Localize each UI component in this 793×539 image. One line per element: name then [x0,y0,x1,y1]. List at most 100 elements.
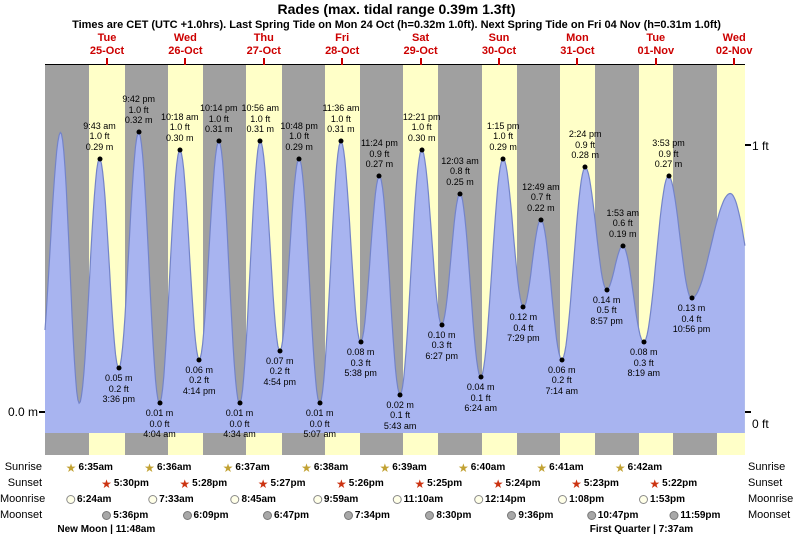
sunrise-star: ★ [144,460,155,475]
astro-moonset-entry: 10:47pm [586,509,638,522]
moonset-row-label-right: Moonset [748,509,791,521]
tide-extreme-marker [237,400,242,406]
day-label: Tue 25-Oct [89,32,125,57]
high-tide-label: 11:36 am 1.0 ft 0.31 m [322,103,360,135]
high-tide-label: 11:24 pm 0.9 ft 0.27 m [360,138,398,169]
day-label: Sat 29-Oct [403,32,438,57]
sunrise-row-label-right: Sunrise [748,461,786,473]
sunrise-star: ★ [379,460,391,475]
moonrise-circle [558,495,568,504]
astro-sunrise-entry: ★ 6:38am [301,461,348,474]
day-tick-mark [654,58,657,65]
tide-extreme-marker [277,348,283,354]
tide-extreme-marker [358,339,364,345]
sunset-star: ★ [257,476,269,491]
astro-sunset-entry: ★ 5:30pm [101,477,149,490]
astro-sunset-entry: ★ 5:24pm [493,477,541,490]
day-label: Wed 26-Oct [168,32,203,57]
astro-time-value: 6:39am [392,462,427,473]
astro-time-value: 9:59am [323,494,359,505]
tide-extreme-marker [538,217,544,223]
astro-time-value: 5:28pm [192,478,228,489]
astro-sunset-entry: ★ 5:23pm [571,477,619,490]
day-label: Thu 27-Oct [246,32,281,57]
tide-extreme-marker [582,164,588,170]
day-label: Mon 31-Oct [560,32,595,57]
low-tide-label: 0.02 m 0.1 ft 5:43 am [383,399,417,431]
high-tide-label: 12:03 am 0.8 ft 0.25 m [441,155,479,187]
astro-time-value: 8:30pm [436,510,472,521]
day-tick-mark [341,58,344,65]
tide-extreme-marker [317,400,323,406]
astro-time-value: 5:36pm [113,510,149,521]
daylight-band [560,65,595,455]
tide-extreme-marker [457,191,463,196]
high-tide-label: 3:53 pm 0.9 ft 0.27 m [652,138,685,169]
day-tick-mark [498,58,500,65]
astro-sunrise-entry: ★ 6:42am [615,461,662,474]
astro-moonrise-entry: 6:24am [65,493,111,506]
low-tide-label: 0.06 m 0.2 ft 4:14 pm [182,364,216,396]
tide-extreme-marker [216,138,222,144]
sunrise-star: ★ [65,460,77,475]
tide-extreme-marker [136,129,142,135]
astro-sunrise-entry: ★ 6:37am [223,461,270,474]
moonset-circle [425,511,435,520]
astro-moonrise-entry: 8:45am [230,493,276,506]
astro-time-value: 5:27pm [270,478,306,489]
sunset-star: ★ [571,476,582,491]
day-tick-mark [262,58,265,65]
day-tick-mark [106,58,108,65]
tide-extreme-marker [500,156,506,161]
daylight-band [638,65,674,455]
high-tide-label: 10:56 am 1.0 ft 0.31 m [241,103,280,135]
tide-extreme-marker [666,173,671,179]
moonrise-circle [638,495,648,504]
moonset-circle [182,511,192,520]
high-tide-label: 10:14 pm 1.0 ft 0.31 m [200,103,238,135]
astro-time-value: 6:47pm [273,510,310,521]
astro-moonrise-entry: 7:33am [148,493,194,506]
low-tide-label: 0.01 m 0.0 ft 5:07 am [303,408,336,440]
moon-phase-0: New Moon | 11:48am [57,524,156,535]
moonset-circle [586,511,596,520]
day-label: Tue 01-Nov [637,32,675,57]
sunrise-star: ★ [457,460,469,475]
moonrise-circle [474,495,484,504]
low-tide-label: 0.04 m 0.1 ft 6:24 am [464,382,497,413]
high-tide-label: 1:53 am 0.6 ft 0.19 m [606,207,640,239]
page-title: Rades (max. tidal range 0.39m 1.3ft) [277,1,516,17]
moonset-row-label-left: Moonset [0,509,43,521]
low-tide-label: 0.13 m 0.4 ft 10:56 pm [672,303,711,335]
low-tide-label: 0.01 m 0.0 ft 4:04 am [143,408,176,440]
tide-extreme-marker [641,339,647,345]
high-tide-label: 1:15 pm 1.0 ft 0.29 m [486,120,520,152]
astro-time-value: 5:24pm [505,478,541,489]
astro-time-value: 6:36am [156,462,192,473]
tide-extreme-marker [559,357,565,363]
left-axis-zero-label: 0.0 m [7,405,38,419]
tide-extreme-marker [97,156,102,161]
sunrise-star: ★ [222,460,234,475]
astro-sunset-entry: ★ 5:26pm [336,477,384,490]
astro-sunset-entry: ★ 5:25pm [414,477,462,490]
sunset-star: ★ [492,476,504,491]
high-tide-label: 2:24 pm 0.9 ft 0.28 m [568,129,602,161]
astro-time-value: 1:08pm [569,494,605,505]
tide-extreme-marker [520,304,526,310]
astro-time-value: 6:38am [313,462,349,473]
astro-time-value: 11:59pm [680,510,721,521]
tide-extreme-marker [620,243,626,249]
left-axis-tick [39,411,45,413]
astro-moonrise-entry: 1:53pm [638,493,685,506]
astro-time-value: 6:42am [627,462,663,473]
sunrise-star: ★ [301,460,312,475]
tide-extreme-marker [376,173,382,179]
moon-phase-1: First Quarter | 7:37am [589,524,694,535]
astro-time-value: 11:10am [403,494,444,505]
astro-time-value: 8:45am [241,494,276,505]
moonrise-circle [312,495,322,504]
tide-extreme-marker [196,357,202,363]
sunset-star: ★ [336,476,347,491]
